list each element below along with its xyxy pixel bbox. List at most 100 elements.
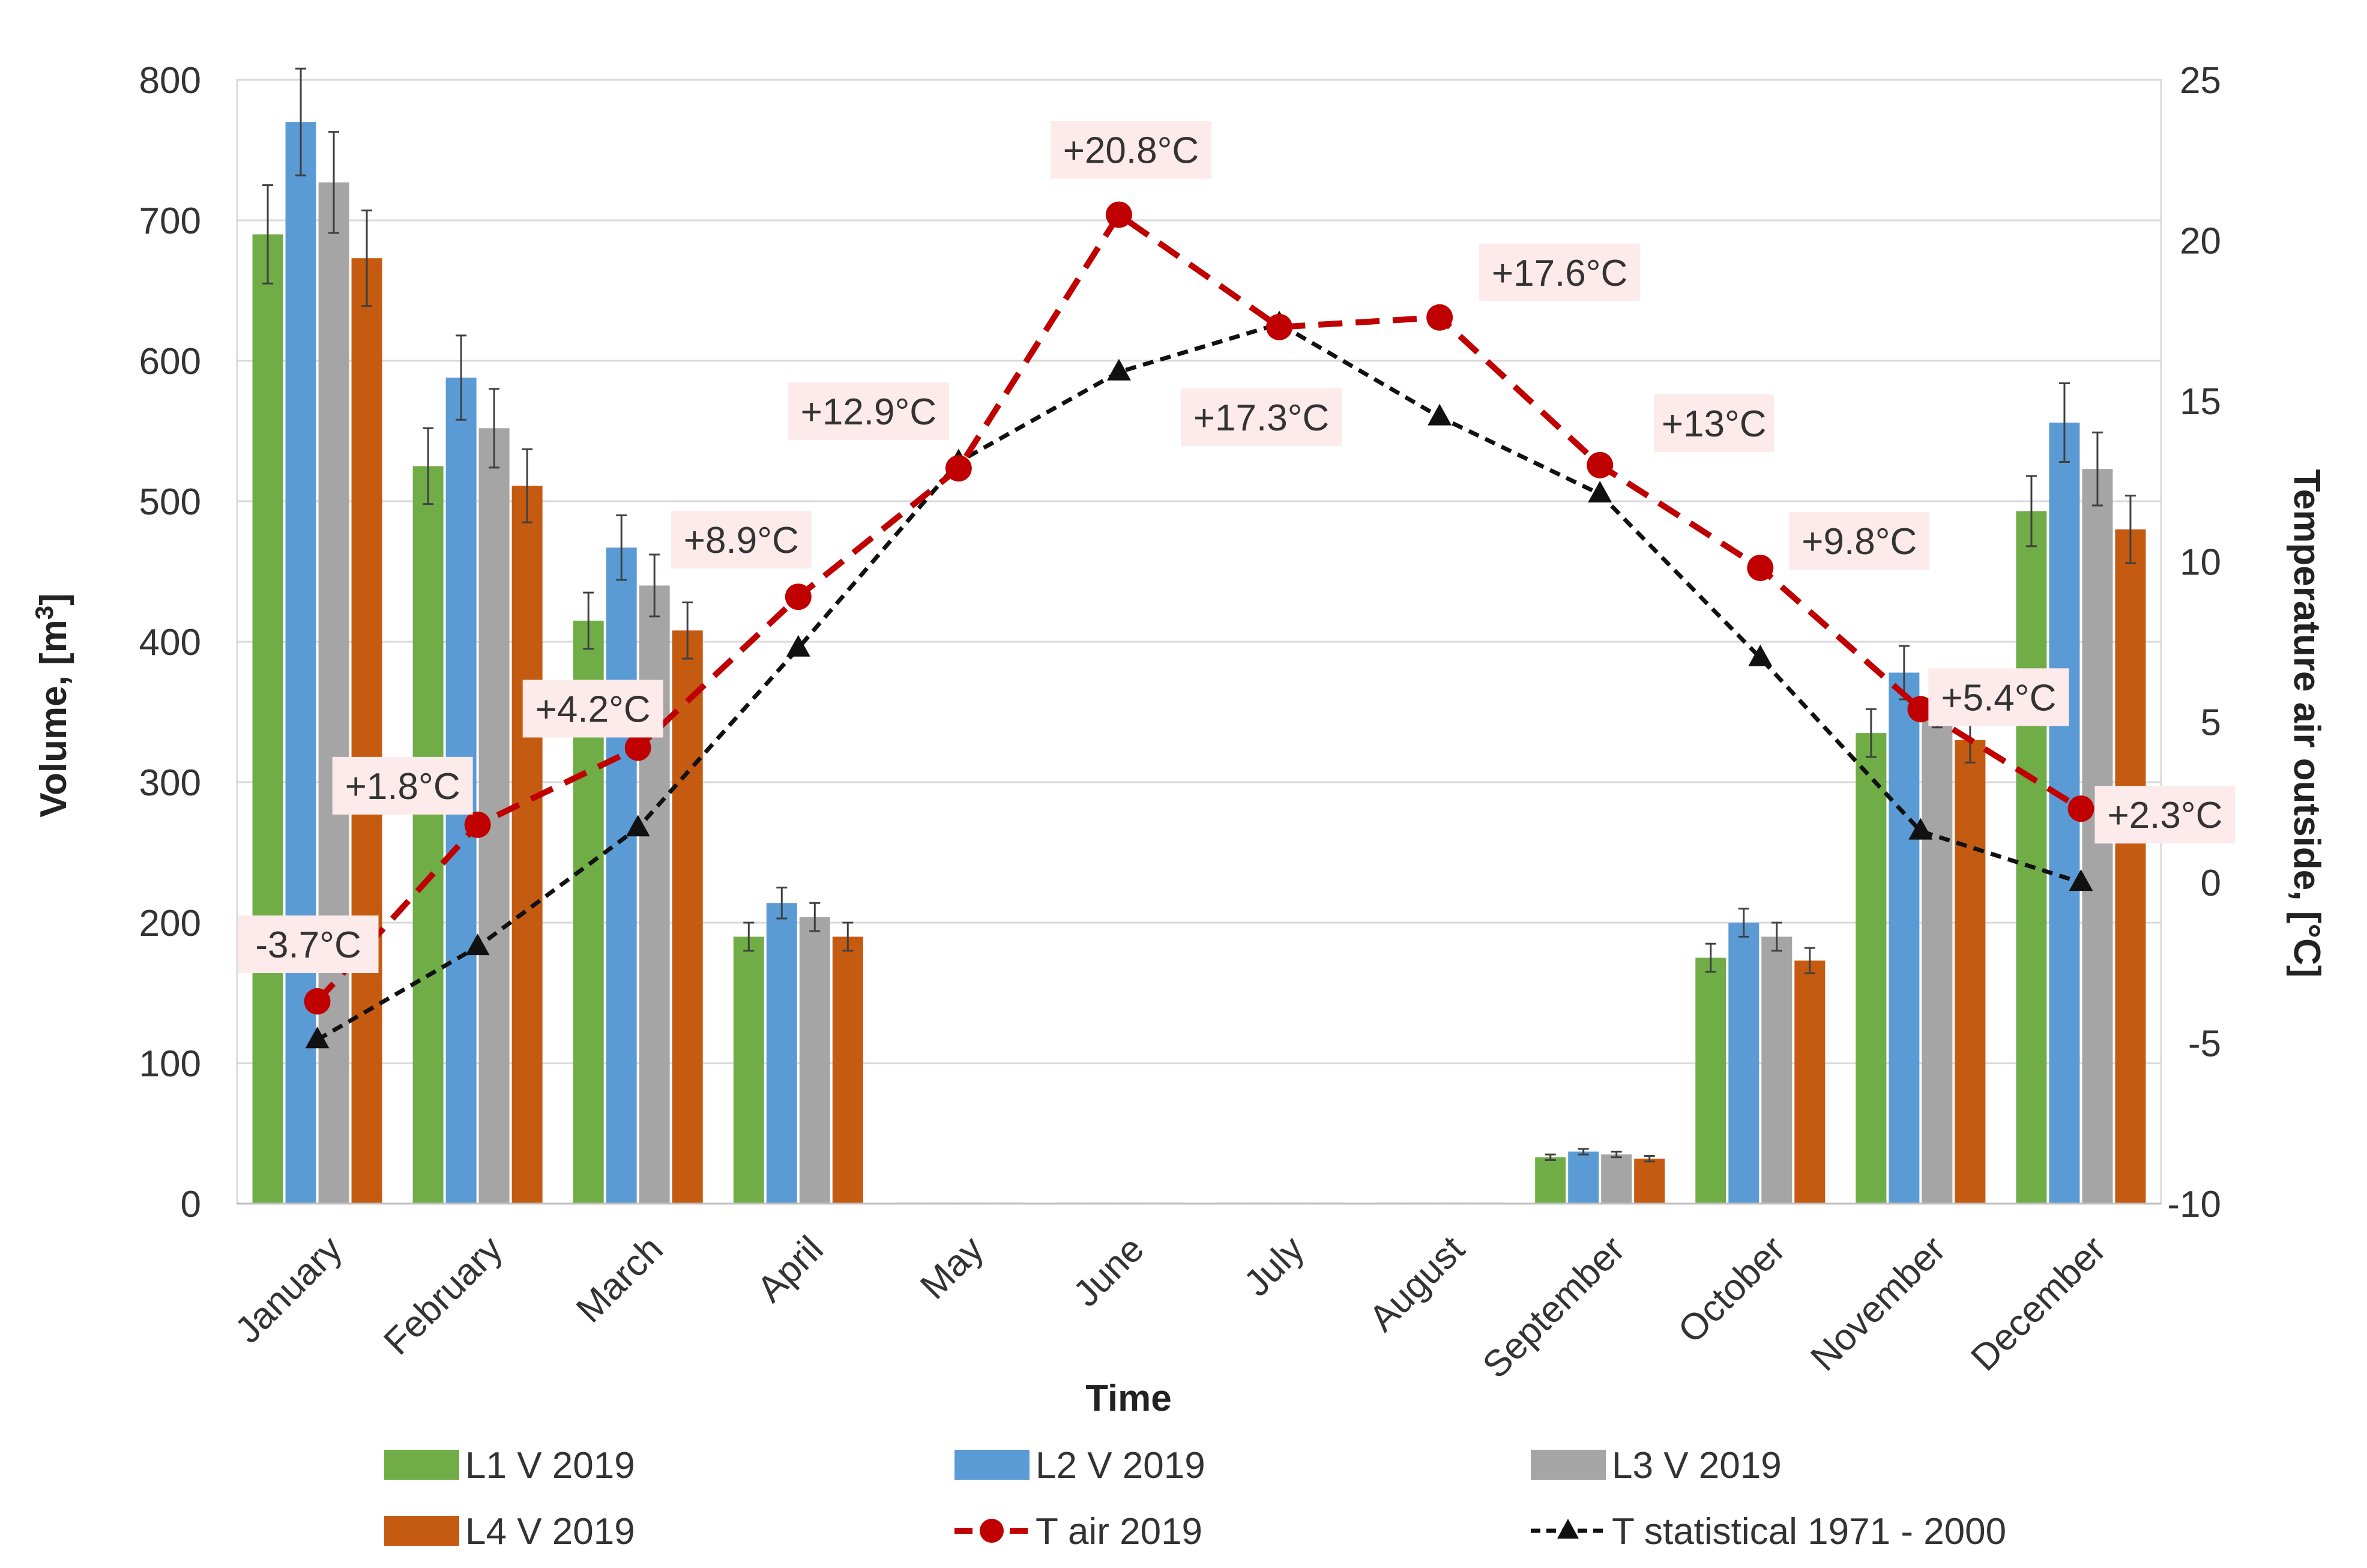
- legend-swatch: [954, 1450, 1030, 1480]
- y-axis-title: Volume, [m3]: [30, 593, 74, 818]
- temperature-label-box: [522, 680, 663, 738]
- bar: [285, 122, 316, 1204]
- x-tick-label: July: [1236, 1228, 1312, 1304]
- bar: [672, 630, 703, 1204]
- y-tick-label: 700: [139, 201, 201, 242]
- bar: [252, 234, 283, 1204]
- t-air-point: [2067, 795, 2094, 822]
- temperature-label-box: [2094, 786, 2236, 844]
- x-tick-label: September: [1475, 1228, 1633, 1386]
- temperature-label-box: [1181, 388, 1342, 446]
- bar: [1856, 733, 1887, 1204]
- temperature-label: +5.4°C: [1941, 677, 2056, 719]
- temperature-label: +9.8°C: [1802, 521, 1917, 562]
- legend-swatch: [384, 1516, 459, 1546]
- bar: [1695, 957, 1726, 1204]
- bars: [252, 67, 2146, 1204]
- gridlines: [236, 79, 2162, 1205]
- x-tick-label: March: [568, 1228, 671, 1331]
- temperature-label: +2.3°C: [2107, 795, 2222, 836]
- y2-tick-label: 5: [2201, 702, 2221, 744]
- temperature-label: +17.6°C: [1492, 253, 1627, 294]
- temperature-label: -3.7°C: [255, 924, 361, 966]
- temperature-label-box: [1928, 668, 2069, 726]
- legend-label: L2 V 2019: [1036, 1445, 1205, 1486]
- t-air-point: [1587, 451, 1614, 478]
- temperature-label-box: [671, 511, 812, 569]
- t-air-point: [624, 734, 651, 761]
- temperature-label-box: [1654, 394, 1774, 452]
- legend-marker: [980, 1519, 1004, 1543]
- x-tick-label: November: [1803, 1228, 1953, 1379]
- bar: [1601, 1154, 1632, 1204]
- bar: [1889, 672, 1920, 1204]
- temperature-label-box: [1479, 243, 1641, 301]
- t-air-point: [945, 455, 972, 482]
- t-statistical-point: [305, 1027, 330, 1049]
- temperature-label: +12.9°C: [801, 391, 936, 433]
- x-tick-label: August: [1361, 1228, 1473, 1339]
- data-labels: -3.7°C +1.8°C +4.2°C +8.9°C +12.9°C +20.8°C +1…: [238, 121, 2236, 974]
- bar: [766, 903, 797, 1204]
- y-axis-title-main: Volume, [m: [33, 620, 74, 818]
- bar: [318, 182, 349, 1204]
- y2-axis-title: Temperature air outside, [°C]: [2286, 469, 2327, 977]
- legend-label: L3 V 2019: [1612, 1445, 1782, 1486]
- y-tick-label: 200: [139, 903, 201, 944]
- y2-tick-label: 15: [2180, 381, 2221, 423]
- temperature-label: +20.8°C: [1063, 130, 1199, 172]
- t-air-line: [315, 210, 2083, 1004]
- t-air-point: [1747, 554, 1774, 581]
- bar: [511, 486, 543, 1204]
- legend-swatch: [1531, 1450, 1606, 1480]
- y2-tick-label: 0: [2201, 863, 2221, 904]
- y2-tick-label: -5: [2188, 1024, 2221, 1065]
- t-air-point: [1426, 304, 1453, 331]
- bar: [1794, 960, 1826, 1204]
- legend-label: T statistical 1971 - 2000: [1612, 1511, 2006, 1552]
- bar: [1955, 740, 1986, 1204]
- lines: [304, 201, 2094, 1049]
- temperature-label-box: [238, 915, 379, 974]
- temperature-label: +8.9°C: [684, 520, 799, 561]
- x-tick-label: May: [912, 1228, 992, 1307]
- y2-tick-label: 25: [2180, 60, 2221, 101]
- legend-label: L4 V 2019: [465, 1511, 635, 1552]
- t-air-point: [464, 811, 491, 838]
- y-tick-label: 0: [181, 1184, 201, 1225]
- bar: [2115, 529, 2146, 1204]
- y-tick-label: 500: [139, 481, 201, 523]
- t-air-point: [304, 988, 331, 1015]
- t-statistical-line: [316, 321, 2082, 1042]
- bar: [1761, 936, 1793, 1204]
- x-tick-label: February: [376, 1228, 510, 1363]
- y2-tick-label: 20: [2180, 220, 2221, 262]
- t-statistical-point: [465, 933, 490, 956]
- bar: [799, 917, 830, 1204]
- x-tick-label: December: [1963, 1228, 2114, 1379]
- temperature-label-box: [788, 382, 949, 441]
- temperature-label-box: [332, 756, 473, 815]
- t-air-point: [785, 583, 812, 611]
- temperature-label: +4.2°C: [535, 689, 651, 731]
- bar: [733, 936, 764, 1204]
- bar: [1728, 923, 1759, 1204]
- temperature-label: +1.8°C: [345, 766, 460, 807]
- bar: [1535, 1157, 1566, 1204]
- t-statistical-point: [1748, 644, 1773, 666]
- t-statistical-point: [1588, 480, 1612, 502]
- bar: [412, 466, 444, 1204]
- temperature-label-box: [1050, 121, 1211, 179]
- y2-tick-label: -10: [2167, 1184, 2221, 1225]
- legend-marker: [1557, 1519, 1579, 1539]
- y-axis-title-sup: 3: [30, 606, 58, 620]
- x-tick-label: April: [749, 1228, 831, 1310]
- y2-tick-label: 10: [2180, 541, 2221, 583]
- y-tick-label: 800: [139, 60, 201, 101]
- legend-label: L1 V 2019: [465, 1445, 635, 1486]
- t-statistical-point: [786, 635, 810, 657]
- bar: [1568, 1151, 1599, 1204]
- x-tick-label: June: [1066, 1228, 1152, 1315]
- bar: [832, 936, 863, 1204]
